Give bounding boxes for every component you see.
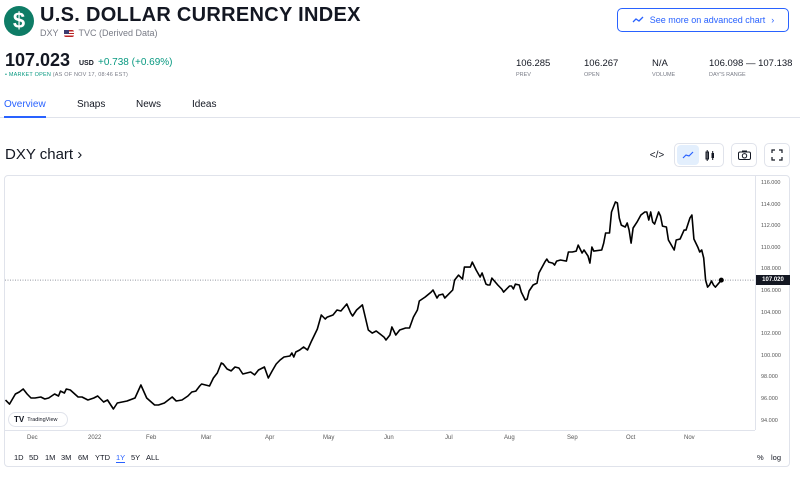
as-of-time: (AS OF NOV 17, 08:46 EST): [52, 72, 129, 78]
advanced-chart-label: See more on advanced chart: [649, 15, 766, 25]
range-button-5y[interactable]: 5Y: [131, 453, 141, 462]
embed-button[interactable]: </>: [645, 143, 669, 167]
chart-plot-area[interactable]: [5, 176, 755, 430]
currency: USD: [79, 60, 94, 67]
market-open: MARKET OPEN: [8, 72, 51, 78]
tab-ideas[interactable]: Ideas: [192, 99, 217, 110]
stat-prev: 106.285 PREV: [516, 58, 551, 78]
chart-container: [4, 175, 790, 467]
range-button-all[interactable]: ALL: [146, 453, 160, 462]
stat-open: 106.267 OPEN: [584, 58, 619, 78]
tradingview-logo-icon: TV: [14, 415, 25, 424]
y-tick-label: 114.000: [761, 201, 781, 208]
price-axis-border: [755, 176, 756, 430]
range-button-1m[interactable]: 1M: [45, 453, 56, 462]
chart-type-group: [674, 143, 724, 167]
y-tick-label: 102.000: [761, 331, 781, 338]
y-tick-label: 100.000: [761, 352, 781, 359]
candles-icon: [705, 149, 714, 161]
last-price: 107.023: [5, 50, 71, 70]
range-button-1d[interactable]: 1D: [14, 453, 24, 462]
us-flag-icon: [63, 29, 74, 37]
camera-icon: [737, 150, 751, 160]
x-tick-label: May: [323, 435, 335, 441]
range-button-5d[interactable]: 5D: [29, 453, 39, 462]
x-tick-label: 2022: [88, 435, 102, 441]
y-tick-label: 108.000: [761, 266, 781, 273]
range-button-3m[interactable]: 3M: [61, 453, 72, 462]
trend-line-icon: [632, 16, 644, 23]
price-line: [5, 201, 722, 410]
symbol-info: DXY TVC (Derived Data): [40, 28, 158, 38]
line-chart-button[interactable]: [677, 145, 699, 165]
chart-title[interactable]: DXY chart ›: [5, 146, 83, 163]
tab-snaps[interactable]: Snaps: [77, 99, 106, 110]
tab-news[interactable]: News: [136, 99, 162, 110]
y-tick-label: 94.000: [761, 417, 778, 424]
tab-bar: Overview Snaps News Ideas: [0, 96, 800, 118]
y-tick-label: 96.000: [761, 396, 778, 402]
fullscreen-button[interactable]: [764, 143, 790, 167]
x-tick-label: Nov: [684, 435, 695, 441]
embed-icon: </>: [649, 149, 665, 161]
x-tick-label: Dec: [27, 435, 38, 441]
x-tick-label: Apr: [265, 435, 275, 441]
fullscreen-icon: [771, 149, 783, 161]
x-tick-label: Feb: [146, 435, 157, 441]
last-price-label: 107.020: [756, 275, 790, 286]
range-button-1y[interactable]: 1Y: [116, 453, 126, 463]
y-tick-label: 104.000: [761, 309, 781, 316]
x-tick-label: Mar: [201, 435, 212, 441]
snapshot-button[interactable]: [731, 143, 757, 167]
tradingview-watermark[interactable]: TV TradingView: [8, 412, 68, 427]
stat-days-range: 106.098 — 107.138 DAY'S RANGE: [709, 58, 793, 78]
y-tick-label: 116.000: [761, 180, 781, 186]
x-tick-label: Sep: [567, 435, 578, 441]
x-tick-label: Oct: [626, 435, 636, 441]
candles-button[interactable]: [699, 149, 721, 161]
y-tick-label: 98.000: [761, 374, 778, 381]
range-button-ytd[interactable]: YTD: [95, 453, 110, 462]
x-tick-label: Jun: [384, 435, 394, 441]
chevron-right-icon: ›: [771, 15, 775, 25]
market-status: • MARKET OPEN (AS OF NOV 17, 08:46 EST): [5, 72, 129, 78]
exchange: TVC (Derived Data): [78, 28, 158, 38]
y-tick-label: 110.000: [761, 244, 781, 251]
tab-overview[interactable]: Overview: [4, 99, 46, 118]
time-axis-border: [5, 430, 755, 431]
dollar-logo-icon: $: [4, 6, 34, 36]
page-title: U.S. DOLLAR CURRENCY INDEX: [40, 4, 361, 26]
x-tick-label: Jul: [445, 435, 453, 441]
x-tick-label: Aug: [504, 435, 515, 441]
y-tick-label: 106.000: [761, 288, 781, 294]
last-price-marker: [718, 277, 724, 283]
symbol: DXY: [40, 28, 59, 38]
range-button-6m[interactable]: 6M: [78, 453, 89, 462]
price-change: +0.738 (+0.69%): [98, 57, 173, 68]
advanced-chart-button[interactable]: See more on advanced chart ›: [617, 8, 789, 32]
stat-volume: N/A VOLUME: [652, 58, 676, 78]
y-tick-label: 112.000: [761, 223, 781, 230]
line-chart-icon: [682, 151, 694, 159]
tradingview-label: TradingView: [27, 416, 58, 423]
percent-scale-toggle[interactable]: %: [757, 453, 764, 462]
log-scale-toggle[interactable]: log: [771, 453, 782, 462]
